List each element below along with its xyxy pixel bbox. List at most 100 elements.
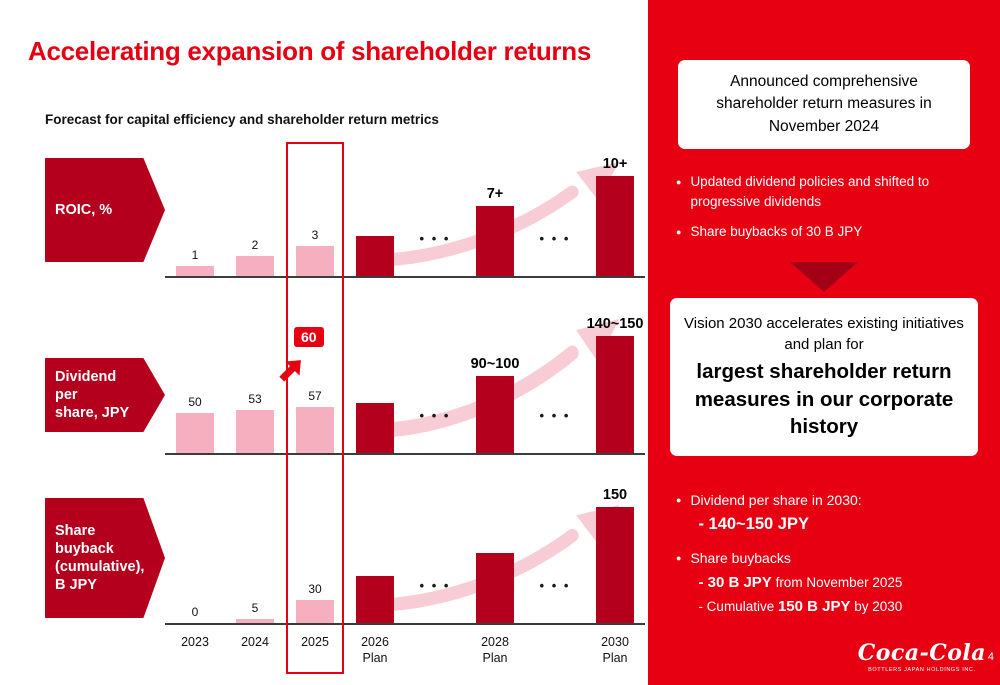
axis-label-2028-plan: 2028 Plan: [465, 634, 525, 667]
bar-value-label: 2: [251, 238, 259, 252]
chart-section-subtitle: Forecast for capital efficiency and shar…: [45, 112, 439, 127]
dividend-2030-value: - 140~150 JPY: [698, 515, 809, 534]
axis-label-line: Plan: [362, 651, 388, 666]
axis-label-line: 2025: [301, 635, 329, 649]
bar-2023: [176, 413, 214, 453]
bullet-text: Share buybacks of 30 B JPY: [690, 224, 863, 240]
announcement-box: Announced comprehensive shareholder retu…: [678, 60, 970, 150]
cumulative-post: by 2030: [850, 599, 903, 615]
x-axis: 2023 2024 2025 2026 Plan 2028 Plan 2030 Plan: [165, 634, 645, 674]
bullet-dividend-policy: ● Updated dividend policies and shifted …: [676, 172, 978, 211]
logo-subtitle: BOTTLERS JAPAN HOLDINGS INC.: [868, 667, 976, 673]
annotation-badge: 60: [294, 327, 324, 347]
axis-label-line: Plan: [482, 651, 508, 666]
axis-label-line: 2030: [601, 635, 629, 649]
chart-row-label-line: (cumulative),: [55, 559, 145, 575]
axis-label-line: 2023: [181, 635, 209, 649]
axis-label-line: Plan: [602, 651, 628, 666]
bullet-text: Share buybacks: [690, 550, 791, 567]
ellipsis-dots: • • •: [419, 408, 451, 423]
bar-2030-plan: [596, 507, 634, 623]
chart-row-label-line: ROIC, %: [55, 201, 113, 218]
cumulative-amount: 150 B JPY: [777, 598, 851, 616]
bar-2030-plan: [596, 176, 634, 276]
chart-row-label-buyback: Share buyback (cumulative), B JPY: [45, 498, 165, 618]
bar-value-label: 3: [311, 228, 319, 242]
bar-value-label: 57: [308, 389, 322, 403]
buyback-amount: - 30 B JPY: [698, 573, 772, 591]
chart-roic: 1 2 3 • • • 7+ • • • 10+: [165, 140, 645, 278]
axis-label-2023: 2023: [165, 634, 225, 650]
chart-row-label-line: Share: [55, 522, 96, 539]
page-title: Accelerating expansion of shareholder re…: [28, 36, 591, 66]
bullet-share-buybacks-30b: ● Share buybacks of 30 B JPY: [676, 222, 978, 242]
bar-value-label: 30: [308, 582, 322, 596]
down-arrow-icon: [790, 262, 858, 292]
bar-2028-plan: [476, 206, 514, 276]
ellipsis-dots: • • •: [419, 578, 451, 593]
axis-label-2030-plan: 2030 Plan: [585, 634, 645, 667]
chart-row-label-dividend: Dividend per share, JPY: [45, 358, 165, 432]
axis-label-line: 2024: [241, 635, 269, 649]
bar-2024: [236, 619, 274, 623]
axis-label-2024: 2024: [225, 634, 285, 650]
buyback-amount-rest: from November 2025: [771, 574, 903, 590]
bar-2024: [236, 256, 274, 276]
bar-2024: [236, 410, 274, 453]
bar-value-label: 5: [251, 601, 259, 615]
coca-cola-logo: Coca-Cola BOTTLERS JAPAN HOLDINGS INC.: [858, 640, 986, 673]
bar-2028-plan: [476, 553, 514, 623]
vision-emphasis: largest shareholder return measures in o…: [694, 360, 954, 439]
right-panel: Announced comprehensive shareholder retu…: [648, 0, 1000, 685]
bullet-dividend-2030: ● Dividend per share in 2030: - 140~150 …: [676, 490, 988, 537]
vision-intro: Vision 2030 accelerates existing initiat…: [684, 315, 964, 353]
bar-2023: [176, 266, 214, 276]
buyback-cumulative-line: - Cumulative 150 B JPY by 2030: [698, 596, 902, 618]
buyback-from-2025-line: - 30 B JPY from November 2025: [698, 572, 902, 594]
ellipsis-dots: • • •: [419, 231, 451, 246]
bar-value-label: 90~100: [470, 356, 520, 372]
bar-2026-plan: [356, 236, 394, 276]
bar-value-label: 53: [248, 392, 262, 406]
bullet-buybacks-detail: ● Share buybacks - 30 B JPY from Novembe…: [676, 548, 988, 618]
announcement-bullets: ● Updated dividend policies and shifted …: [676, 172, 978, 253]
bar-2026-plan: [356, 576, 394, 623]
bullet-text: Updated dividend policies and shifted to…: [690, 174, 930, 209]
bullet-body: Share buybacks - 30 B JPY from November …: [690, 548, 902, 618]
chart-row-label-line: B JPY: [55, 577, 97, 594]
bar-2025: [296, 407, 334, 453]
ellipsis-dots: • • •: [539, 578, 571, 593]
vision-2030-box: Vision 2030 accelerates existing initiat…: [670, 298, 978, 457]
bar-value-label: 10+: [602, 156, 628, 172]
axis-label-line: 2026: [361, 635, 389, 649]
axis-label-line: 2028: [481, 635, 509, 649]
bar-value-label: 50: [188, 395, 202, 409]
bar-value-label: 0: [191, 605, 199, 619]
bar-2025: [296, 600, 334, 623]
bar-value-label: 7+: [486, 186, 504, 202]
chart-row-label-line: buyback: [55, 540, 114, 557]
ellipsis-dots: • • •: [539, 408, 571, 423]
chart-row-label-line: share, JPY: [55, 405, 130, 422]
chart-row-label-line: Dividend per: [55, 368, 117, 403]
page-number: 4: [987, 651, 994, 663]
bullet-icon: ●: [676, 495, 682, 505]
cumulative-pre: - Cumulative: [698, 599, 778, 615]
chart-dividend: 50 53 57 • • • 90~100 • • • 140~150 60: [165, 298, 645, 455]
ellipsis-dots: • • •: [539, 231, 571, 246]
bar-value-label: 1: [191, 248, 199, 262]
bullet-body: Dividend per share in 2030: - 140~150 JP…: [690, 490, 861, 537]
bar-value-label: 150: [602, 487, 628, 503]
chart-row-label-roic: ROIC, %: [45, 158, 165, 262]
bar-value-label: 140~150: [586, 316, 644, 332]
axis-label-2026-plan: 2026 Plan: [345, 634, 405, 667]
highlight-2025-column: [286, 142, 344, 674]
vision-bullets: ● Dividend per share in 2030: - 140~150 …: [676, 490, 988, 629]
bullet-icon: ●: [676, 553, 682, 564]
axis-label-2025: 2025: [285, 634, 345, 650]
bullet-icon: ●: [676, 227, 682, 238]
bullet-text: Dividend per share in 2030:: [690, 492, 862, 508]
bar-2028-plan: [476, 376, 514, 453]
chart-buyback: 0 5 30 • • • • • • 150: [165, 473, 645, 625]
